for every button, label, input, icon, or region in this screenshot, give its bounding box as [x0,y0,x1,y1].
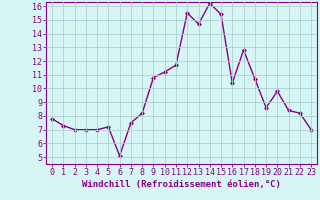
X-axis label: Windchill (Refroidissement éolien,°C): Windchill (Refroidissement éolien,°C) [82,180,281,189]
